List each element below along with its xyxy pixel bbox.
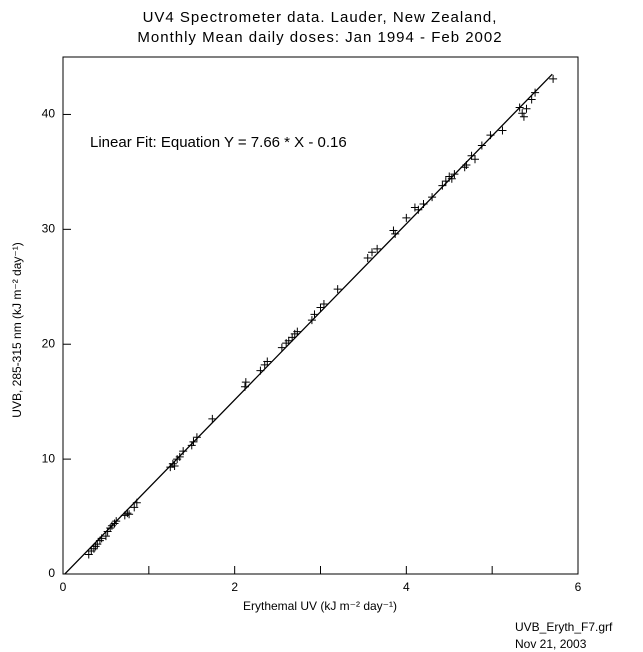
annotation: Linear Fit: Equation Y = 7.66 * X - 0.16 xyxy=(90,134,347,151)
point xyxy=(522,104,531,113)
point xyxy=(462,160,471,169)
point xyxy=(477,141,486,150)
point xyxy=(518,109,527,118)
point xyxy=(428,193,437,202)
point xyxy=(438,181,447,190)
footer: Nov 21, 2003 xyxy=(515,637,587,651)
point xyxy=(486,131,495,140)
point xyxy=(263,357,272,366)
point xyxy=(527,95,536,104)
x-tick-label: 2 xyxy=(231,580,238,594)
chart-title: UV4 Spectrometer data. Lauder, New Zeala… xyxy=(143,9,498,26)
y-tick-label: 20 xyxy=(42,336,56,350)
y-tick-label: 30 xyxy=(42,222,56,236)
point xyxy=(414,205,423,214)
point xyxy=(192,433,201,442)
point xyxy=(240,382,249,391)
point xyxy=(389,226,398,235)
point xyxy=(179,447,188,456)
point xyxy=(112,517,121,526)
point xyxy=(419,200,428,209)
y-tick-label: 10 xyxy=(42,451,56,465)
point xyxy=(91,542,100,551)
point xyxy=(310,310,319,319)
point xyxy=(447,174,456,183)
y-axis-label: UVB, 285-315 nm (kJ m⁻² day⁻¹) xyxy=(10,242,24,417)
point xyxy=(368,248,376,257)
point xyxy=(97,534,106,543)
point xyxy=(373,244,382,253)
point xyxy=(130,503,139,512)
point xyxy=(189,437,198,446)
point xyxy=(441,177,450,186)
point xyxy=(132,498,141,507)
point xyxy=(471,155,479,164)
point xyxy=(187,441,196,450)
point xyxy=(101,532,110,541)
point xyxy=(460,163,469,172)
point xyxy=(307,316,316,325)
point xyxy=(333,285,342,294)
point xyxy=(241,378,250,387)
point xyxy=(123,509,132,518)
x-tick-label: 4 xyxy=(403,580,410,594)
footer: UVB_Eryth_F7.grf xyxy=(515,620,613,634)
point xyxy=(531,88,540,97)
point xyxy=(363,254,372,263)
point xyxy=(277,343,286,352)
point xyxy=(498,126,507,135)
chart-title: Monthly Mean daily doses: Jan 1994 - Feb… xyxy=(137,29,502,46)
point xyxy=(170,462,179,471)
y-tick-label: 40 xyxy=(42,107,56,121)
point xyxy=(410,203,419,212)
point xyxy=(256,366,265,375)
point xyxy=(175,452,184,461)
point xyxy=(125,510,134,519)
point xyxy=(519,112,528,121)
point xyxy=(391,229,400,238)
point xyxy=(293,327,302,336)
x-tick-label: 0 xyxy=(60,580,67,594)
point xyxy=(319,300,328,309)
point xyxy=(284,336,293,345)
point xyxy=(549,74,558,83)
fit-line xyxy=(63,73,553,574)
point xyxy=(208,414,217,423)
y-tick-label: 0 xyxy=(48,566,55,580)
point xyxy=(450,170,459,179)
point xyxy=(402,213,411,222)
x-tick-label: 6 xyxy=(575,580,582,594)
point xyxy=(316,303,325,312)
point xyxy=(515,103,524,112)
x-axis-label: Erythemal UV (kJ m⁻² day⁻¹) xyxy=(243,599,397,613)
point xyxy=(467,151,476,160)
